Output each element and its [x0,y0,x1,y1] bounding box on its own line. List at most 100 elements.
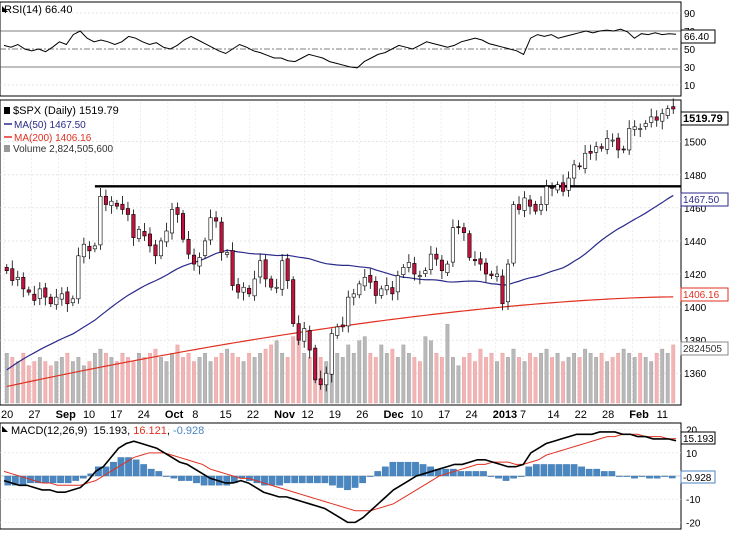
ma200-series [6,296,674,388]
price-tick-label: 1460 [684,204,707,215]
macd-tick-label: -20 [686,518,701,529]
x-tick-label: 22 [575,409,587,421]
candle-body [136,229,141,239]
candle-body [131,214,136,238]
volume-bar [186,353,191,404]
volume-bar [495,361,499,404]
volume-bar [500,353,505,404]
volume-bar [594,357,599,404]
volume-bar [357,340,362,404]
price-tick-label: 1400 [684,303,707,314]
x-tick-label: 26 [356,409,368,421]
volume-bar [462,357,466,404]
macd-hist-bar [193,475,200,484]
candle-body [660,113,665,122]
volume-bar [539,353,543,404]
macd-hist-bar [540,464,548,477]
volume-bar [390,348,395,404]
macd-line [3,431,677,524]
macd-hist-bar [480,471,487,477]
ma50-line [6,194,674,371]
candle-body [142,231,147,237]
candle-body [632,126,637,130]
candle-body [296,323,301,341]
macd-hist-bar [170,475,178,479]
volume-bar [638,353,643,404]
macd-hist-bar [344,475,351,491]
macd-hist-bar [140,464,148,477]
volume-bar [362,336,367,404]
candle-body [103,195,108,205]
volume-bar [467,353,472,404]
macd-hist-bar [313,475,321,484]
macd-hist-bar [563,464,570,477]
volume-bar [103,353,108,404]
candle-body [59,293,64,300]
candle-body [583,152,588,169]
macd-hist-bar [495,475,502,479]
volume-bar [142,357,147,404]
macd-hist-bar [336,475,344,488]
candle-body [649,116,654,123]
collapse-icon[interactable] [2,6,8,12]
candle-body [324,372,329,386]
macd-hist-bar [298,475,306,484]
candle-body [274,286,279,289]
macd-hist-bar [49,475,57,484]
x-tick-label: 8 [192,409,198,421]
macd-hist-bar [79,475,87,479]
macd-tick-label: 10 [686,449,698,460]
macd-hist-bar [57,475,64,484]
volume-bar [395,357,400,404]
macd-hist-bar [306,475,314,484]
macd-hist-bar [525,466,533,477]
candle-body [230,250,235,286]
candle-body [164,230,169,243]
signal-series [3,433,677,512]
macd-hist-bar [472,471,480,477]
volume-bar [274,340,279,404]
volume-bar [627,353,632,404]
ma50-value-box [680,192,729,207]
volume-bar [368,353,373,404]
volume-bar [445,323,450,404]
volume-bar [115,361,119,404]
rsi-tick-label: 90 [684,9,696,20]
macd-collapse-icon[interactable] [2,426,8,432]
candle-body [428,253,433,270]
x-tick-label: 17 [438,409,450,421]
candle-body [4,267,9,271]
macd-hist-bar [381,466,389,477]
volume-bar [489,353,494,404]
candle-body [610,139,615,142]
volume-bar [98,348,103,404]
x-tick-label: 24 [465,409,477,421]
volume-bar [230,353,235,404]
candle-body [665,108,670,116]
candle-body [241,286,246,293]
x-tick-label: 12 [301,409,313,421]
ma50-legend: MA(50) 1467.50 [14,120,86,131]
volume-bar [649,361,654,404]
candle-body [472,259,477,262]
volume-bar [54,361,59,404]
candle-body [54,296,59,306]
candle-body [643,123,648,127]
volume-bar [555,353,560,404]
volume-bar [208,361,213,404]
macd-hist-bar [608,471,616,477]
candle-body [329,333,334,375]
candle-body [181,213,186,240]
candle-body [318,378,323,386]
macd-hist-bar [283,475,291,484]
volume-bar [550,357,554,404]
macd-hist-bar [555,464,563,477]
candle-body [285,258,290,281]
macd-hist-bar [64,475,72,484]
candle-body [70,298,75,304]
volume-bar [522,361,527,404]
volume-bar [291,336,296,404]
candle-body [671,106,676,110]
ma50-value-label: 1467.50 [683,195,720,206]
